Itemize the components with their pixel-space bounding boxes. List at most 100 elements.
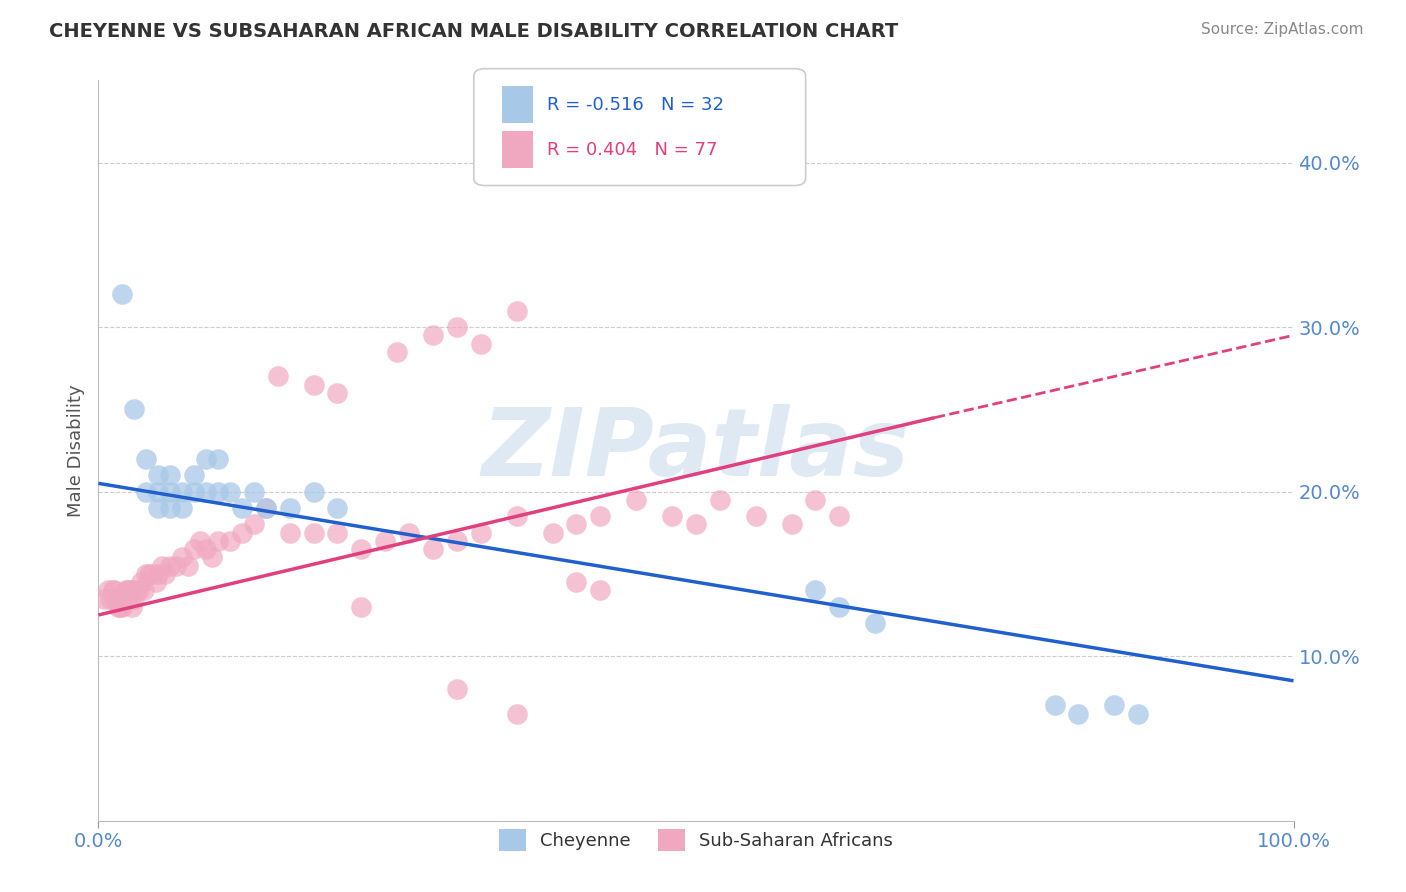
- Point: [780, 517, 803, 532]
- Point: [661, 509, 683, 524]
- Point: [207, 533, 229, 548]
- Point: [124, 402, 146, 417]
- Point: [254, 501, 277, 516]
- Point: [141, 566, 163, 581]
- Point: [183, 542, 205, 557]
- Point: [148, 484, 170, 499]
- Y-axis label: Male Disability: Male Disability: [66, 384, 84, 516]
- Point: [172, 484, 194, 499]
- Point: [195, 451, 218, 466]
- Point: [201, 550, 224, 565]
- Point: [97, 583, 120, 598]
- Point: [159, 468, 181, 483]
- Point: [103, 583, 125, 598]
- Point: [302, 525, 325, 540]
- Point: [159, 501, 181, 516]
- Point: [172, 501, 194, 516]
- Point: [422, 328, 444, 343]
- Point: [326, 501, 349, 516]
- Point: [589, 509, 612, 524]
- Text: R = 0.404   N = 77: R = 0.404 N = 77: [547, 141, 717, 159]
- Point: [506, 706, 529, 721]
- Point: [865, 616, 887, 631]
- Point: [709, 492, 731, 507]
- Point: [302, 484, 325, 499]
- Point: [506, 509, 529, 524]
- Point: [150, 558, 173, 573]
- Point: [1128, 706, 1150, 721]
- Point: [124, 591, 146, 606]
- Point: [326, 385, 349, 400]
- Point: [195, 542, 218, 557]
- Point: [111, 287, 134, 301]
- Point: [565, 575, 588, 590]
- Point: [804, 583, 827, 598]
- Point: [350, 542, 373, 557]
- Text: CHEYENNE VS SUBSAHARAN AFRICAN MALE DISABILITY CORRELATION CHART: CHEYENNE VS SUBSAHARAN AFRICAN MALE DISA…: [49, 22, 898, 41]
- Point: [207, 484, 229, 499]
- Point: [172, 550, 194, 565]
- Point: [278, 501, 301, 516]
- Point: [541, 525, 564, 540]
- Point: [1067, 706, 1090, 721]
- Point: [243, 484, 266, 499]
- Point: [148, 566, 170, 581]
- Point: [626, 492, 648, 507]
- Point: [188, 533, 211, 548]
- Point: [183, 484, 205, 499]
- Point: [135, 484, 157, 499]
- Point: [219, 533, 242, 548]
- Point: [506, 303, 529, 318]
- Point: [565, 517, 588, 532]
- Point: [138, 566, 160, 581]
- Point: [804, 492, 827, 507]
- Point: [128, 583, 150, 598]
- Point: [745, 509, 768, 524]
- Point: [148, 501, 170, 516]
- Point: [120, 583, 142, 598]
- Point: [177, 558, 200, 573]
- Point: [254, 501, 277, 516]
- Point: [446, 533, 468, 548]
- Point: [278, 525, 301, 540]
- Point: [115, 583, 138, 598]
- Point: [207, 451, 229, 466]
- Point: [374, 533, 396, 548]
- Point: [685, 517, 707, 532]
- Point: [350, 599, 373, 614]
- Text: Source: ZipAtlas.com: Source: ZipAtlas.com: [1201, 22, 1364, 37]
- Point: [446, 681, 468, 696]
- Point: [118, 583, 141, 598]
- Point: [589, 583, 612, 598]
- Point: [1104, 698, 1126, 713]
- Point: [135, 566, 157, 581]
- Point: [98, 591, 122, 606]
- Point: [828, 599, 851, 614]
- Point: [183, 468, 205, 483]
- Point: [93, 591, 115, 606]
- Point: [828, 509, 851, 524]
- Point: [117, 591, 139, 606]
- Point: [155, 566, 177, 581]
- Point: [148, 468, 170, 483]
- Point: [125, 583, 148, 598]
- Point: [398, 525, 420, 540]
- Point: [1043, 698, 1066, 713]
- Point: [219, 484, 242, 499]
- Point: [446, 320, 468, 334]
- Point: [108, 599, 131, 614]
- Point: [101, 583, 124, 598]
- Point: [470, 336, 492, 351]
- Point: [302, 377, 325, 392]
- Point: [231, 501, 253, 516]
- Point: [105, 591, 128, 606]
- Point: [145, 575, 167, 590]
- Point: [131, 575, 153, 590]
- Point: [159, 558, 181, 573]
- Point: [115, 583, 138, 598]
- Point: [195, 484, 218, 499]
- Point: [470, 525, 492, 540]
- Legend: Cheyenne, Sub-Saharan Africans: Cheyenne, Sub-Saharan Africans: [489, 820, 903, 860]
- Point: [231, 525, 253, 540]
- Point: [385, 344, 409, 359]
